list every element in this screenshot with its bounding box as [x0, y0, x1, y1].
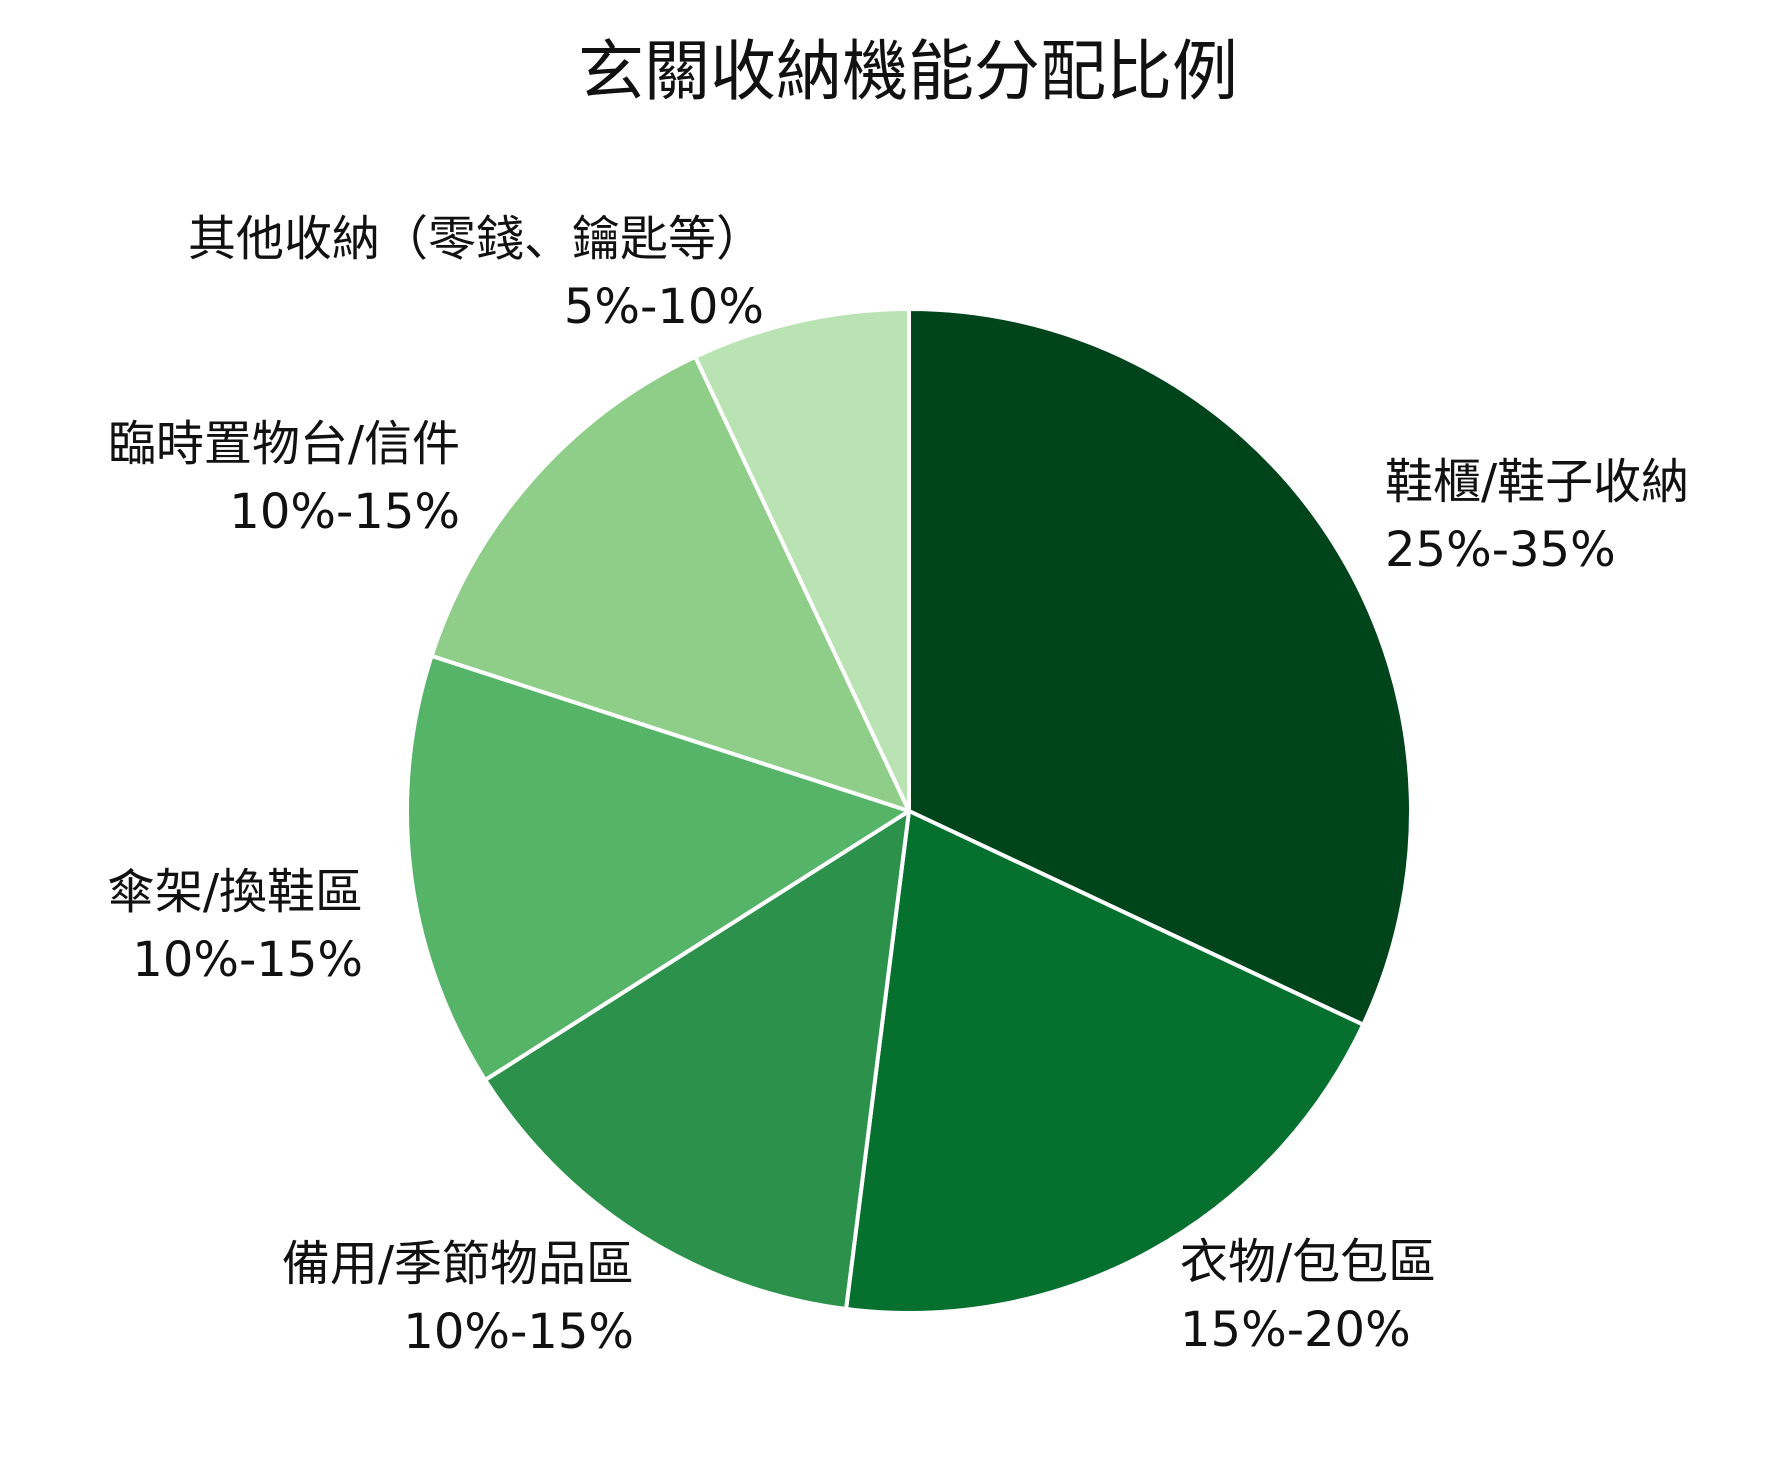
pie-slice [907, 307, 1413, 1027]
pie-slice [405, 653, 911, 1082]
slice-range-label: 10%-15% [403, 1304, 634, 1360]
pie-slice [844, 809, 1366, 1315]
slice-label: 傘架/換鞋區 [107, 864, 363, 920]
slice-label: 備用/季節物品區 [282, 1236, 634, 1292]
slice-label: 臨時置物台/信件 [108, 416, 460, 472]
slice-label: 鞋櫃/鞋子收納 [1385, 454, 1689, 510]
labels-layer: 鞋櫃/鞋子收納 25%-35% 衣物/包包區 15%-20% 備用/季節物品區 10%-1… [107, 211, 1689, 1360]
slice-label: 衣物/包包區 [1180, 1234, 1436, 1290]
slice-range-label: 10%-15% [132, 932, 363, 988]
chart-title: 玄關收納機能分配比例 [578, 33, 1238, 110]
slice-range-label: 25%-35% [1385, 522, 1616, 578]
slices-layer [405, 307, 1413, 1315]
pie-slice [483, 809, 911, 1312]
pie-slice [693, 307, 911, 813]
slice-range-label: 15%-20% [1180, 1302, 1411, 1358]
slice-label: 其他收納（零錢、鑰匙等） [188, 211, 764, 267]
slice-range-label: 5%-10% [564, 279, 764, 335]
pie-slice [429, 354, 911, 813]
slice-range-label: 10%-15% [229, 484, 460, 540]
